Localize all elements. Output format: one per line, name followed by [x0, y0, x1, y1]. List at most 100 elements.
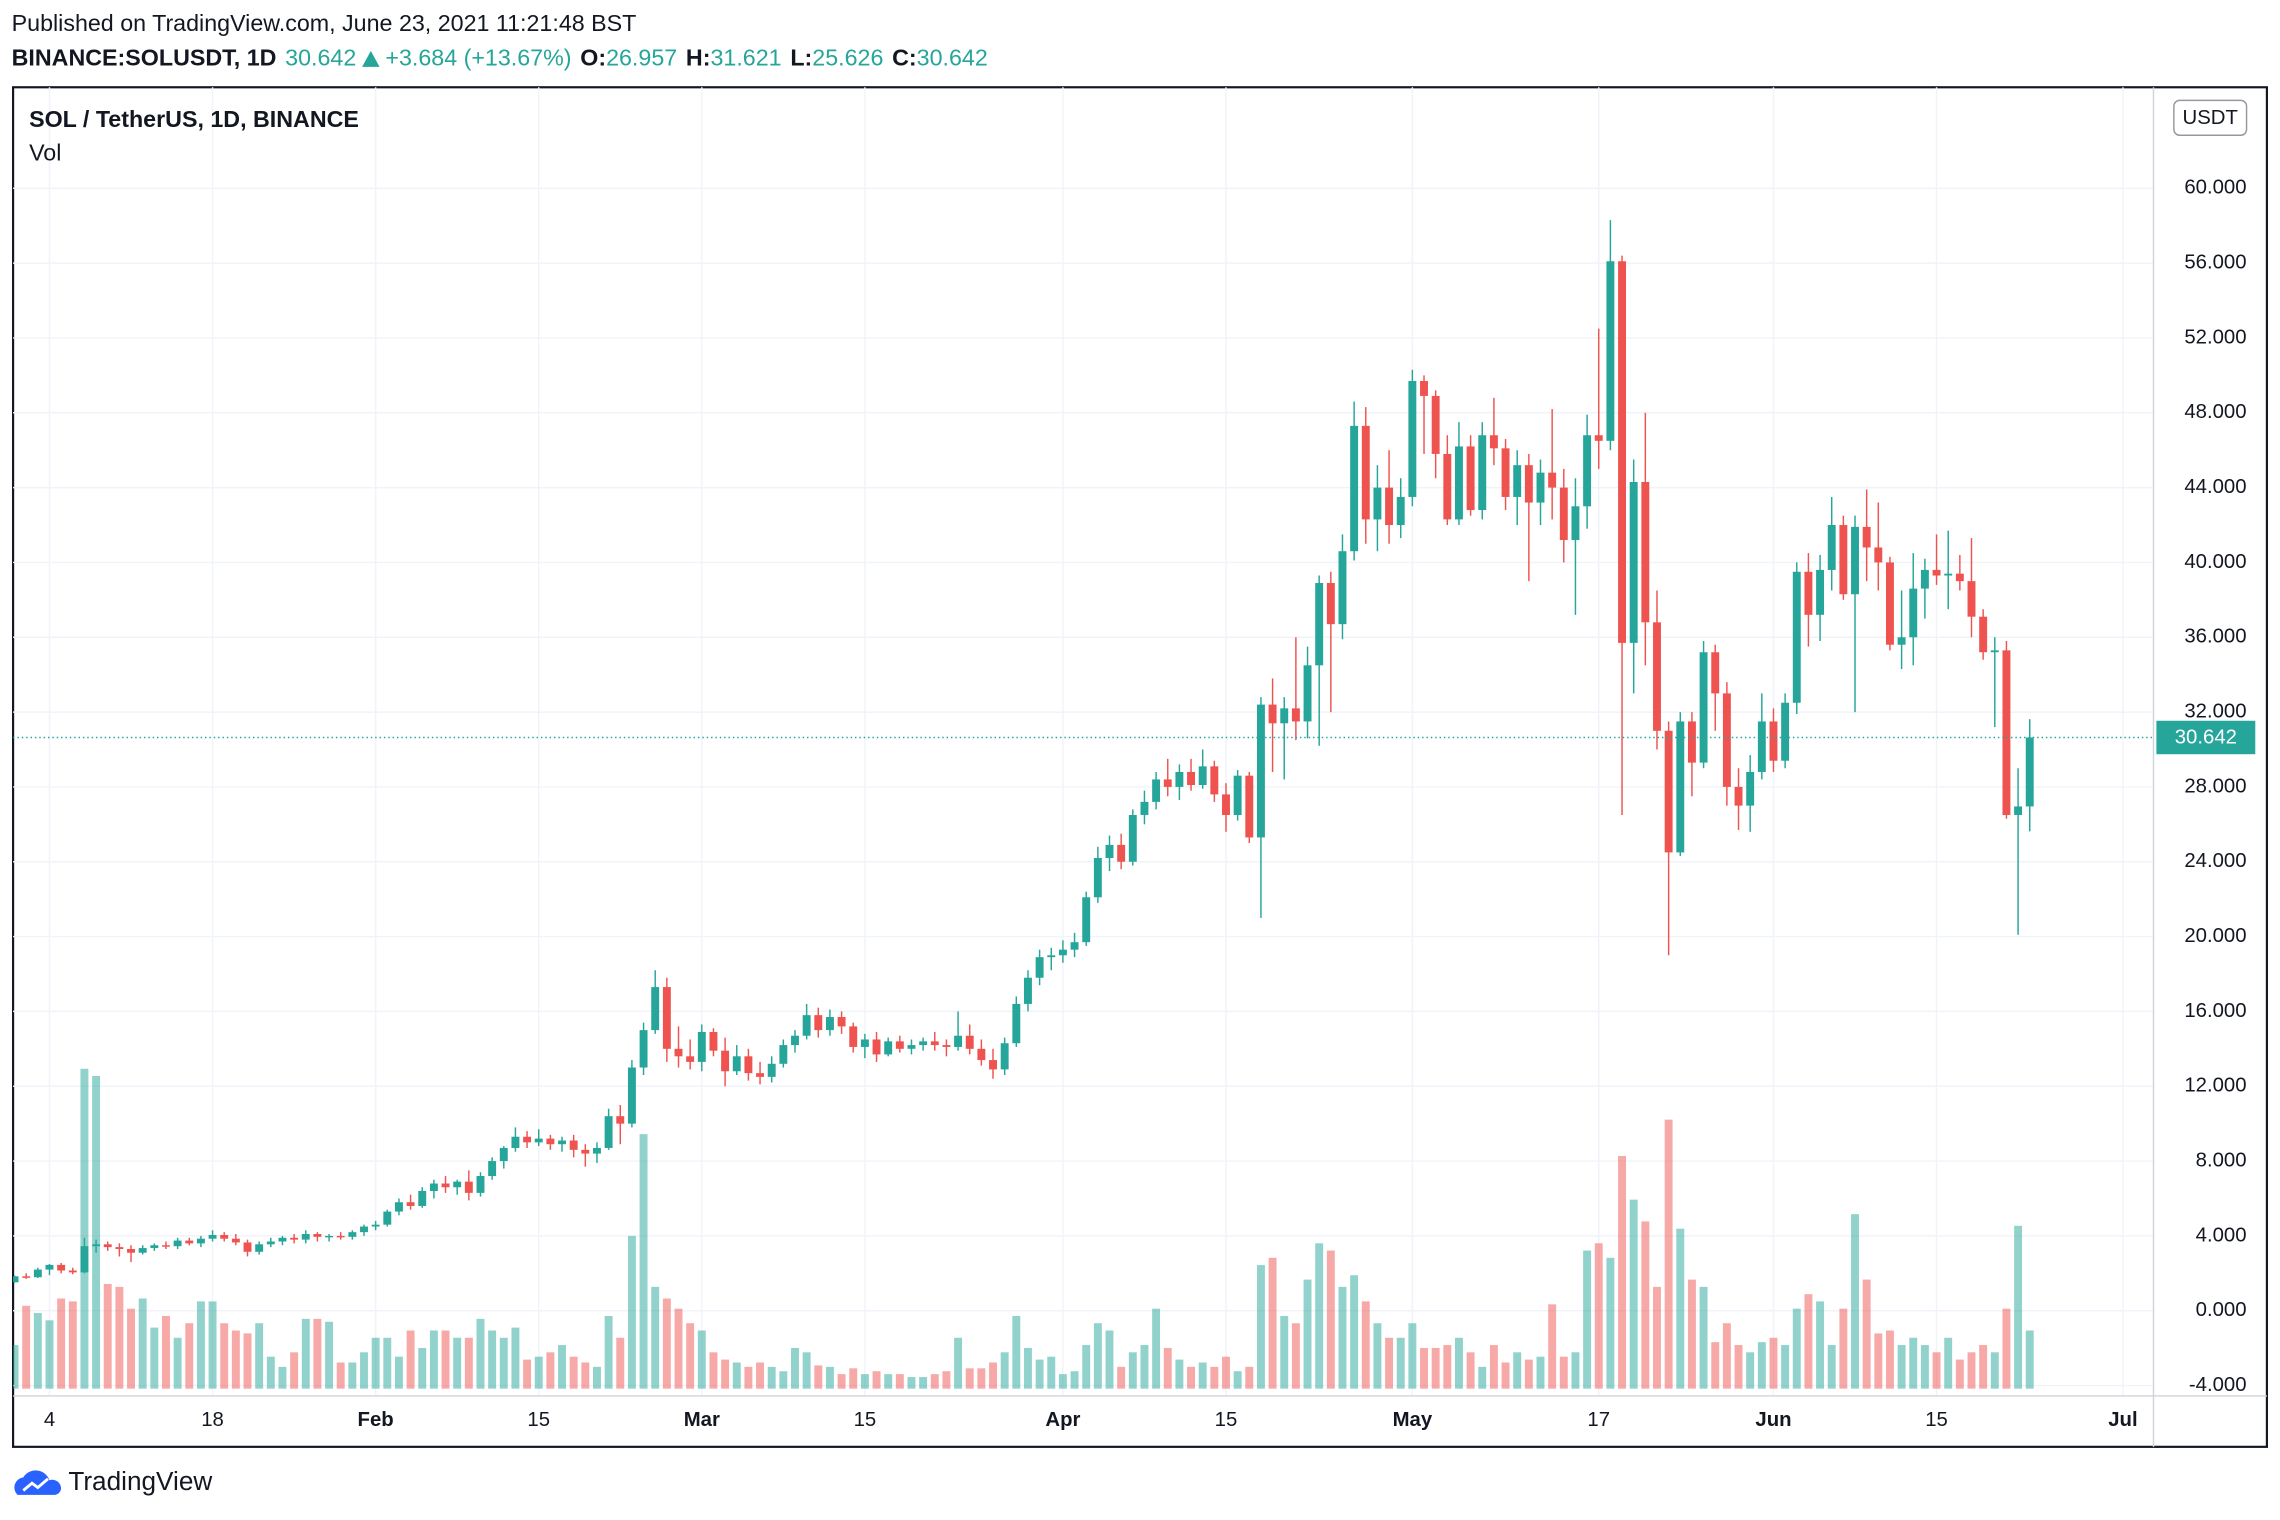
candle-body — [1699, 652, 1708, 763]
candle-body — [196, 1238, 205, 1244]
volume-bar — [1664, 1119, 1673, 1389]
volume-bar — [138, 1298, 147, 1389]
volume-bar — [1187, 1366, 1196, 1389]
indicator-label: Vol — [29, 139, 61, 165]
y-tick-label: 48.000 — [2184, 401, 2246, 423]
volume-bar — [336, 1362, 345, 1389]
volume-bar — [1256, 1265, 1265, 1389]
volume-bar — [68, 1301, 77, 1389]
grid — [13, 87, 2154, 1396]
volume-bar — [1851, 1214, 1859, 1389]
y-tick-label: 20.000 — [2184, 925, 2246, 947]
volume-bar — [185, 1323, 194, 1389]
volume-bar — [488, 1330, 497, 1389]
candle-body — [1920, 569, 1929, 589]
candle-body — [627, 1067, 636, 1124]
volume-bar — [558, 1345, 566, 1389]
volume-bar — [593, 1366, 601, 1389]
candle-body — [802, 1015, 811, 1036]
volume-bar — [1524, 1359, 1533, 1389]
last-price: 30.642 — [285, 45, 356, 71]
candle-body — [22, 1276, 31, 1278]
candle-body — [394, 1202, 403, 1212]
candle-body — [1256, 704, 1265, 838]
volume-bar — [1676, 1228, 1685, 1389]
candle-body — [173, 1240, 182, 1247]
y-tick-label: 60.000 — [2184, 177, 2246, 199]
currency[interactable]: USDT — [2183, 107, 2238, 129]
volume-bar — [1093, 1323, 1102, 1389]
candle-body — [103, 1244, 112, 1248]
ohlc-line: +3.684 (+13.67%) O:26.957 H:31.621 L:25.626… — [385, 45, 987, 71]
candle-body — [744, 1056, 753, 1074]
volume-bar — [965, 1368, 974, 1389]
x-tick-label: Feb — [358, 1409, 394, 1431]
candle-body — [45, 1264, 54, 1270]
x-tick-label: 15 — [1215, 1409, 1238, 1431]
y-tick-label: 52.000 — [2184, 326, 2246, 348]
volume-bar — [977, 1368, 986, 1389]
currency-box[interactable] — [2173, 99, 2248, 136]
volume-bar — [1058, 1374, 1067, 1389]
volume-bar — [569, 1356, 578, 1389]
volume-bar — [756, 1362, 765, 1389]
volume-bar — [2014, 1225, 2023, 1389]
candle-body — [1618, 261, 1627, 643]
x-tick-label: Apr — [1045, 1409, 1080, 1431]
candle-body — [1326, 583, 1335, 625]
volume-bar — [2025, 1330, 2034, 1389]
x-tick-label: 18 — [201, 1409, 224, 1431]
candle-body — [301, 1234, 310, 1240]
volume-bar — [1862, 1279, 1871, 1389]
y-tick-label: 16.000 — [2184, 1000, 2246, 1022]
candle-body — [511, 1136, 520, 1148]
volume-bar — [1979, 1345, 1988, 1389]
candle-body — [779, 1045, 788, 1064]
candle-body — [1897, 637, 1906, 645]
chart-title: SOL / TetherUS, 1D, BINANCE — [29, 106, 359, 132]
y-tick-label: 32.000 — [2184, 700, 2246, 722]
candle-body — [1653, 622, 1661, 731]
candle-body — [336, 1235, 345, 1238]
volume-bar — [1000, 1352, 1009, 1389]
volume-bar — [1967, 1352, 1976, 1389]
candle-body — [907, 1045, 916, 1049]
candle-body — [255, 1244, 264, 1252]
volume-bar — [1326, 1250, 1335, 1389]
volume-bar — [499, 1337, 508, 1389]
l-label: L: — [790, 45, 812, 71]
x-tick-label: May — [1393, 1409, 1433, 1431]
candle-body — [639, 1030, 648, 1068]
volume-bar — [255, 1323, 264, 1389]
candle-body — [604, 1116, 613, 1148]
candle-body — [371, 1224, 380, 1227]
candle-body — [837, 1017, 846, 1027]
volume-bar — [872, 1371, 881, 1389]
volume-bar — [1594, 1243, 1603, 1389]
volume-bar — [196, 1301, 205, 1389]
volume-bar — [1454, 1337, 1463, 1389]
logo — [14, 1470, 62, 1495]
volume-bar — [534, 1356, 543, 1389]
candle-body — [1781, 702, 1790, 761]
volume-bar — [860, 1374, 869, 1389]
published-line: Published on TradingView.com, June 23, 2… — [12, 10, 637, 36]
volume-bar — [604, 1315, 613, 1389]
candle-body — [325, 1235, 334, 1238]
y-tick-label: -4.000 — [2189, 1374, 2247, 1396]
volume-bar — [220, 1323, 229, 1389]
candle-body — [1070, 942, 1079, 950]
candle-body — [1315, 583, 1324, 666]
volume-bar — [1489, 1345, 1498, 1389]
volume-bar — [942, 1371, 951, 1389]
logo-cloud — [14, 1470, 62, 1495]
candle-body — [534, 1138, 543, 1143]
candle-body — [1280, 708, 1289, 724]
volume-bar — [732, 1362, 741, 1389]
candle-body — [1478, 435, 1487, 511]
candle-body — [709, 1031, 718, 1051]
volume-bar — [1618, 1156, 1627, 1389]
candle-body — [2025, 737, 2034, 807]
candle-body — [2014, 806, 2023, 815]
